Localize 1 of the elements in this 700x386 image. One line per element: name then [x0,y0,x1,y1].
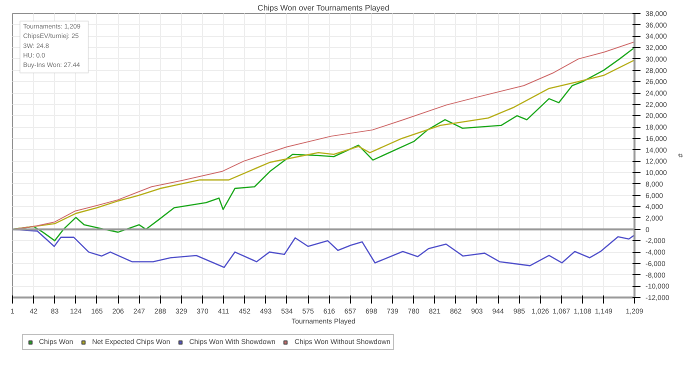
chart-title: Chips Won over Tournaments Played [258,4,390,12]
